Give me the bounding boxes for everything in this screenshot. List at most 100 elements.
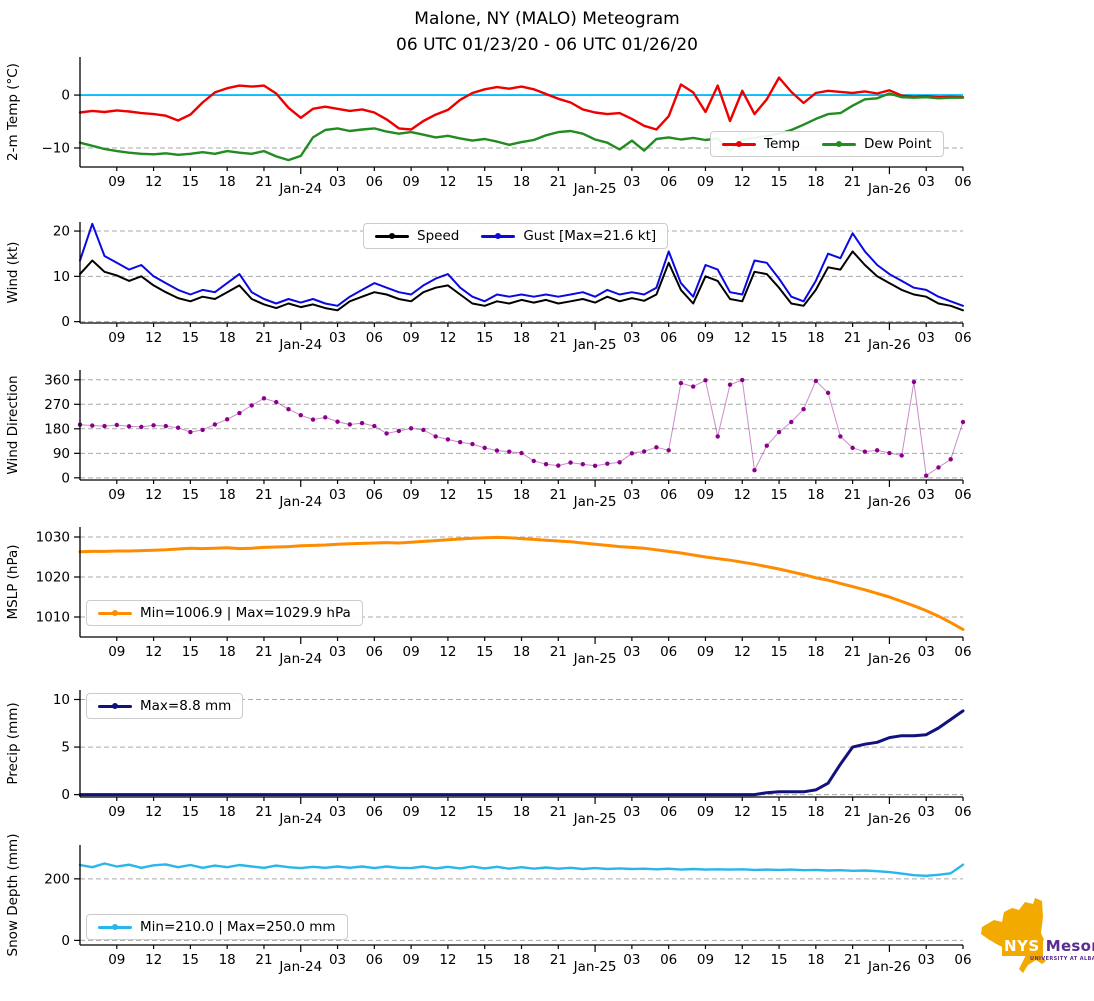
svg-text:18: 18 (807, 952, 824, 968)
legend-label: Min=1006.9 | Max=1029.9 hPa (140, 605, 351, 621)
svg-text:Jan-24: Jan-24 (278, 811, 322, 827)
svg-text:12: 12 (734, 330, 751, 346)
logo-nys-text: NYS (1002, 937, 1043, 956)
svg-text:03: 03 (623, 644, 640, 660)
svg-text:21: 21 (550, 644, 567, 660)
svg-text:09: 09 (403, 952, 420, 968)
svg-text:Jan-24: Jan-24 (278, 959, 322, 975)
svg-text:03: 03 (918, 487, 935, 503)
svg-text:21: 21 (550, 952, 567, 968)
temp-x-axis: 09 12 15 18 21 Jan-24 03 06 09 12 15 18 21 Jan-25 03 06… (108, 167, 972, 197)
svg-text:09: 09 (403, 330, 420, 346)
svg-text:90: 90 (53, 446, 70, 462)
svg-text:12: 12 (439, 174, 456, 190)
svg-text:15: 15 (476, 952, 493, 968)
svg-text:18: 18 (807, 174, 824, 190)
wind-direction-y-label: Wind Direction (5, 375, 21, 474)
svg-text:Jan-26: Jan-26 (867, 811, 911, 827)
svg-text:03: 03 (329, 174, 346, 190)
legend-entry: Dew Point (821, 136, 932, 152)
svg-text:03: 03 (329, 804, 346, 820)
legend-entry: Max=8.8 mm (98, 698, 231, 714)
svg-text:12: 12 (145, 804, 162, 820)
svg-text:12: 12 (439, 330, 456, 346)
svg-text:10: 10 (53, 269, 70, 285)
svg-text:15: 15 (182, 804, 199, 820)
wind-series-gust (79, 222, 964, 307)
svg-text:06: 06 (366, 952, 383, 968)
svg-text:Jan-25: Jan-25 (573, 337, 617, 353)
snow-depth-chart: 0 200 09 12 15 18 21 Jan-24 03 06 09 12 15 18 21 Jan-25… (5, 834, 972, 975)
svg-text:0: 0 (61, 88, 70, 104)
legend-line-sample-icon (722, 141, 756, 147)
svg-text:06: 06 (954, 644, 971, 660)
precip-legend: Max=8.8 mm (86, 693, 244, 719)
svg-text:12: 12 (439, 804, 456, 820)
temp-chart: 0 −10 09 12 15 18 21 Jan-24 03 06 09 12 15 18 21 Jan-25… (5, 57, 972, 197)
svg-text:Jan-24: Jan-24 (278, 337, 322, 353)
snow-depth-series-snow-depth (78, 862, 965, 877)
svg-text:06: 06 (366, 487, 383, 503)
svg-text:18: 18 (219, 804, 236, 820)
svg-text:Jan-26: Jan-26 (867, 337, 911, 353)
svg-text:Jan-26: Jan-26 (867, 494, 911, 510)
svg-text:03: 03 (918, 174, 935, 190)
svg-text:0: 0 (61, 933, 70, 949)
temp-y-label: 2-m Temp (°C) (5, 63, 21, 161)
svg-text:15: 15 (476, 804, 493, 820)
svg-text:15: 15 (182, 174, 199, 190)
svg-text:03: 03 (918, 330, 935, 346)
svg-text:09: 09 (108, 952, 125, 968)
legend-line-sample-icon (481, 233, 516, 239)
svg-text:18: 18 (807, 804, 824, 820)
svg-text:15: 15 (770, 644, 787, 660)
svg-text:15: 15 (770, 487, 787, 503)
wind-y-label: Wind (kt) (5, 242, 21, 304)
svg-text:0: 0 (61, 470, 70, 486)
wind-x-axis: 09 12 15 18 21 Jan-24 03 06 09 12 15 18 21 Jan-25 03 06… (108, 323, 972, 353)
temp-legend: Temp Dew Point (710, 131, 944, 157)
svg-text:21: 21 (255, 174, 272, 190)
legend-line-sample-icon (98, 703, 132, 709)
mslp-legend: Min=1006.9 | Max=1029.9 hPa (86, 600, 363, 626)
figure-title: Malone, NY (MALO) Meteogram 06 UTC 01/23… (0, 6, 1094, 58)
svg-text:Jan-25: Jan-25 (573, 181, 617, 197)
svg-text:18: 18 (219, 644, 236, 660)
svg-text:21: 21 (844, 330, 861, 346)
svg-text:09: 09 (697, 644, 714, 660)
svg-text:18: 18 (219, 174, 236, 190)
legend-label: Min=210.0 | Max=250.0 mm (140, 919, 336, 935)
svg-text:15: 15 (476, 487, 493, 503)
svg-text:03: 03 (918, 644, 935, 660)
svg-text:18: 18 (807, 330, 824, 346)
svg-text:Jan-24: Jan-24 (278, 494, 322, 510)
svg-text:18: 18 (219, 487, 236, 503)
svg-text:15: 15 (476, 174, 493, 190)
svg-text:12: 12 (734, 174, 751, 190)
svg-text:21: 21 (550, 174, 567, 190)
svg-text:21: 21 (255, 804, 272, 820)
svg-text:03: 03 (329, 330, 346, 346)
svg-text:15: 15 (770, 804, 787, 820)
svg-text:09: 09 (697, 330, 714, 346)
svg-text:09: 09 (697, 952, 714, 968)
svg-text:18: 18 (513, 487, 530, 503)
wind-direction-series-wind-direction (77, 377, 966, 478)
svg-text:18: 18 (219, 330, 236, 346)
precip-y-label: Precip (mm) (5, 702, 21, 784)
svg-text:21: 21 (255, 644, 272, 660)
svg-text:10: 10 (53, 692, 70, 708)
legend-entry: Speed (375, 228, 459, 244)
svg-text:0: 0 (61, 787, 70, 803)
svg-text:15: 15 (182, 330, 199, 346)
svg-text:Jan-25: Jan-25 (573, 651, 617, 667)
svg-text:06: 06 (366, 644, 383, 660)
svg-text:21: 21 (844, 804, 861, 820)
precip-series-precip (78, 709, 965, 797)
svg-text:1010: 1010 (36, 610, 70, 626)
svg-text:09: 09 (108, 644, 125, 660)
legend-label: Max=8.8 mm (140, 698, 232, 714)
svg-text:Jan-24: Jan-24 (278, 651, 322, 667)
